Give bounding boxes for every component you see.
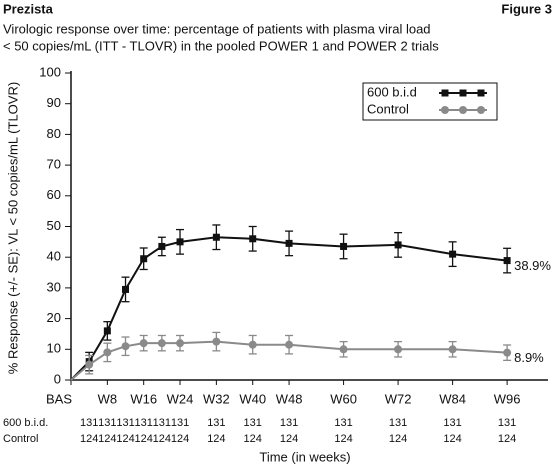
- x-tick-label: W84: [439, 391, 466, 406]
- count-value: 131: [116, 417, 134, 429]
- count-value: 124: [207, 433, 225, 445]
- count-value: 131: [135, 417, 153, 429]
- count-row-label: Control: [3, 433, 38, 445]
- x-tick-label: W40: [239, 391, 266, 406]
- chart-subtitle: < 50 copies/mL (ITT - TLOVR) in the pool…: [3, 38, 439, 53]
- y-tick-label: 60: [47, 187, 61, 202]
- marker: [158, 242, 166, 250]
- marker: [212, 337, 221, 346]
- marker: [249, 235, 257, 243]
- marker: [176, 339, 185, 348]
- count-value: 131: [207, 417, 225, 429]
- marker: [285, 340, 294, 349]
- count-value: 124: [334, 433, 352, 445]
- count-value: 124: [116, 433, 134, 445]
- count-value: 124: [135, 433, 153, 445]
- marker: [139, 339, 148, 348]
- y-tick-label: 70: [47, 157, 61, 172]
- marker: [121, 342, 130, 351]
- y-tick-label: 10: [47, 341, 61, 356]
- marker: [394, 345, 403, 354]
- marker: [285, 239, 293, 247]
- count-value: 131: [171, 417, 189, 429]
- count-value: 124: [244, 433, 262, 445]
- count-value: 131: [280, 417, 298, 429]
- count-value: 124: [153, 433, 171, 445]
- count-value: 131: [389, 417, 407, 429]
- legend-label: 600 b.i.d: [367, 84, 417, 99]
- x-tick-label: W24: [167, 391, 194, 406]
- chart-title: Virologic response over time: percentage…: [3, 21, 431, 36]
- count-value: 124: [171, 433, 189, 445]
- marker: [340, 242, 348, 250]
- marker: [157, 339, 166, 348]
- y-tick-label: 80: [47, 126, 61, 141]
- count-value: 131: [244, 417, 262, 429]
- count-value: 131: [153, 417, 171, 429]
- x-tick-label: W96: [494, 391, 521, 406]
- y-tick-label: 50: [47, 218, 61, 233]
- legend-marker: [441, 106, 449, 114]
- legend-marker: [459, 89, 467, 97]
- x-tick-label: W72: [385, 391, 412, 406]
- legend-label: Control: [367, 101, 409, 116]
- legend-marker: [477, 89, 485, 97]
- count-row-label: 600 b.i.d.: [3, 417, 48, 429]
- marker: [103, 327, 111, 335]
- y-tick-label: 100: [39, 64, 61, 79]
- series-line: [70, 236, 508, 381]
- marker: [503, 257, 511, 265]
- count-value: 124: [98, 433, 116, 445]
- count-value: 124: [80, 433, 98, 445]
- y-tick-label: 90: [47, 95, 61, 110]
- count-value: 131: [80, 417, 98, 429]
- count-value: 124: [498, 433, 516, 445]
- header-left: Prezista: [3, 1, 54, 16]
- count-value: 124: [389, 433, 407, 445]
- marker: [394, 241, 402, 249]
- x-tick-label: W16: [130, 391, 157, 406]
- marker: [122, 285, 130, 293]
- y-tick-label: 0: [54, 371, 61, 386]
- y-tick-label: 40: [47, 249, 61, 264]
- y-axis-label: % Response (+/- SE): VL < 50 copies/mL (…: [5, 82, 20, 374]
- legend-marker: [477, 106, 485, 114]
- marker: [448, 345, 457, 354]
- marker: [103, 348, 112, 357]
- marker: [339, 345, 348, 354]
- count-value: 131: [98, 417, 116, 429]
- x-tick-label: W8: [98, 391, 118, 406]
- value-label: 38.9%: [514, 258, 551, 273]
- x-tick-label: W48: [276, 391, 303, 406]
- marker: [140, 255, 148, 263]
- marker: [449, 250, 457, 258]
- legend-marker: [441, 89, 449, 97]
- value-label: 8.9%: [514, 350, 544, 365]
- count-value: 131: [443, 417, 461, 429]
- marker: [85, 360, 94, 369]
- legend-box: [362, 82, 498, 121]
- marker: [212, 233, 220, 241]
- count-value: 124: [280, 433, 298, 445]
- count-value: 124: [443, 433, 461, 445]
- x-axis-label: Time (in weeks): [259, 449, 350, 464]
- x-tick-label: W60: [330, 391, 357, 406]
- header-right: Figure 3: [501, 1, 552, 16]
- marker: [503, 348, 512, 357]
- count-value: 131: [334, 417, 352, 429]
- x-tick-label: W32: [203, 391, 230, 406]
- marker: [176, 238, 184, 246]
- y-tick-label: 30: [47, 279, 61, 294]
- marker: [248, 340, 257, 349]
- y-tick-label: 20: [47, 310, 61, 325]
- x-tick-label: BAS: [46, 391, 72, 406]
- legend-marker: [459, 106, 467, 114]
- count-value: 131: [498, 417, 516, 429]
